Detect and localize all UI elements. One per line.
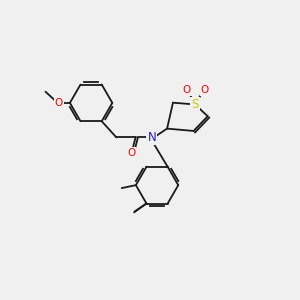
Text: S: S: [191, 98, 199, 111]
Text: O: O: [55, 98, 63, 108]
Text: O: O: [200, 85, 208, 95]
Text: O: O: [183, 85, 191, 95]
Text: N: N: [147, 131, 156, 144]
Text: O: O: [127, 148, 135, 158]
